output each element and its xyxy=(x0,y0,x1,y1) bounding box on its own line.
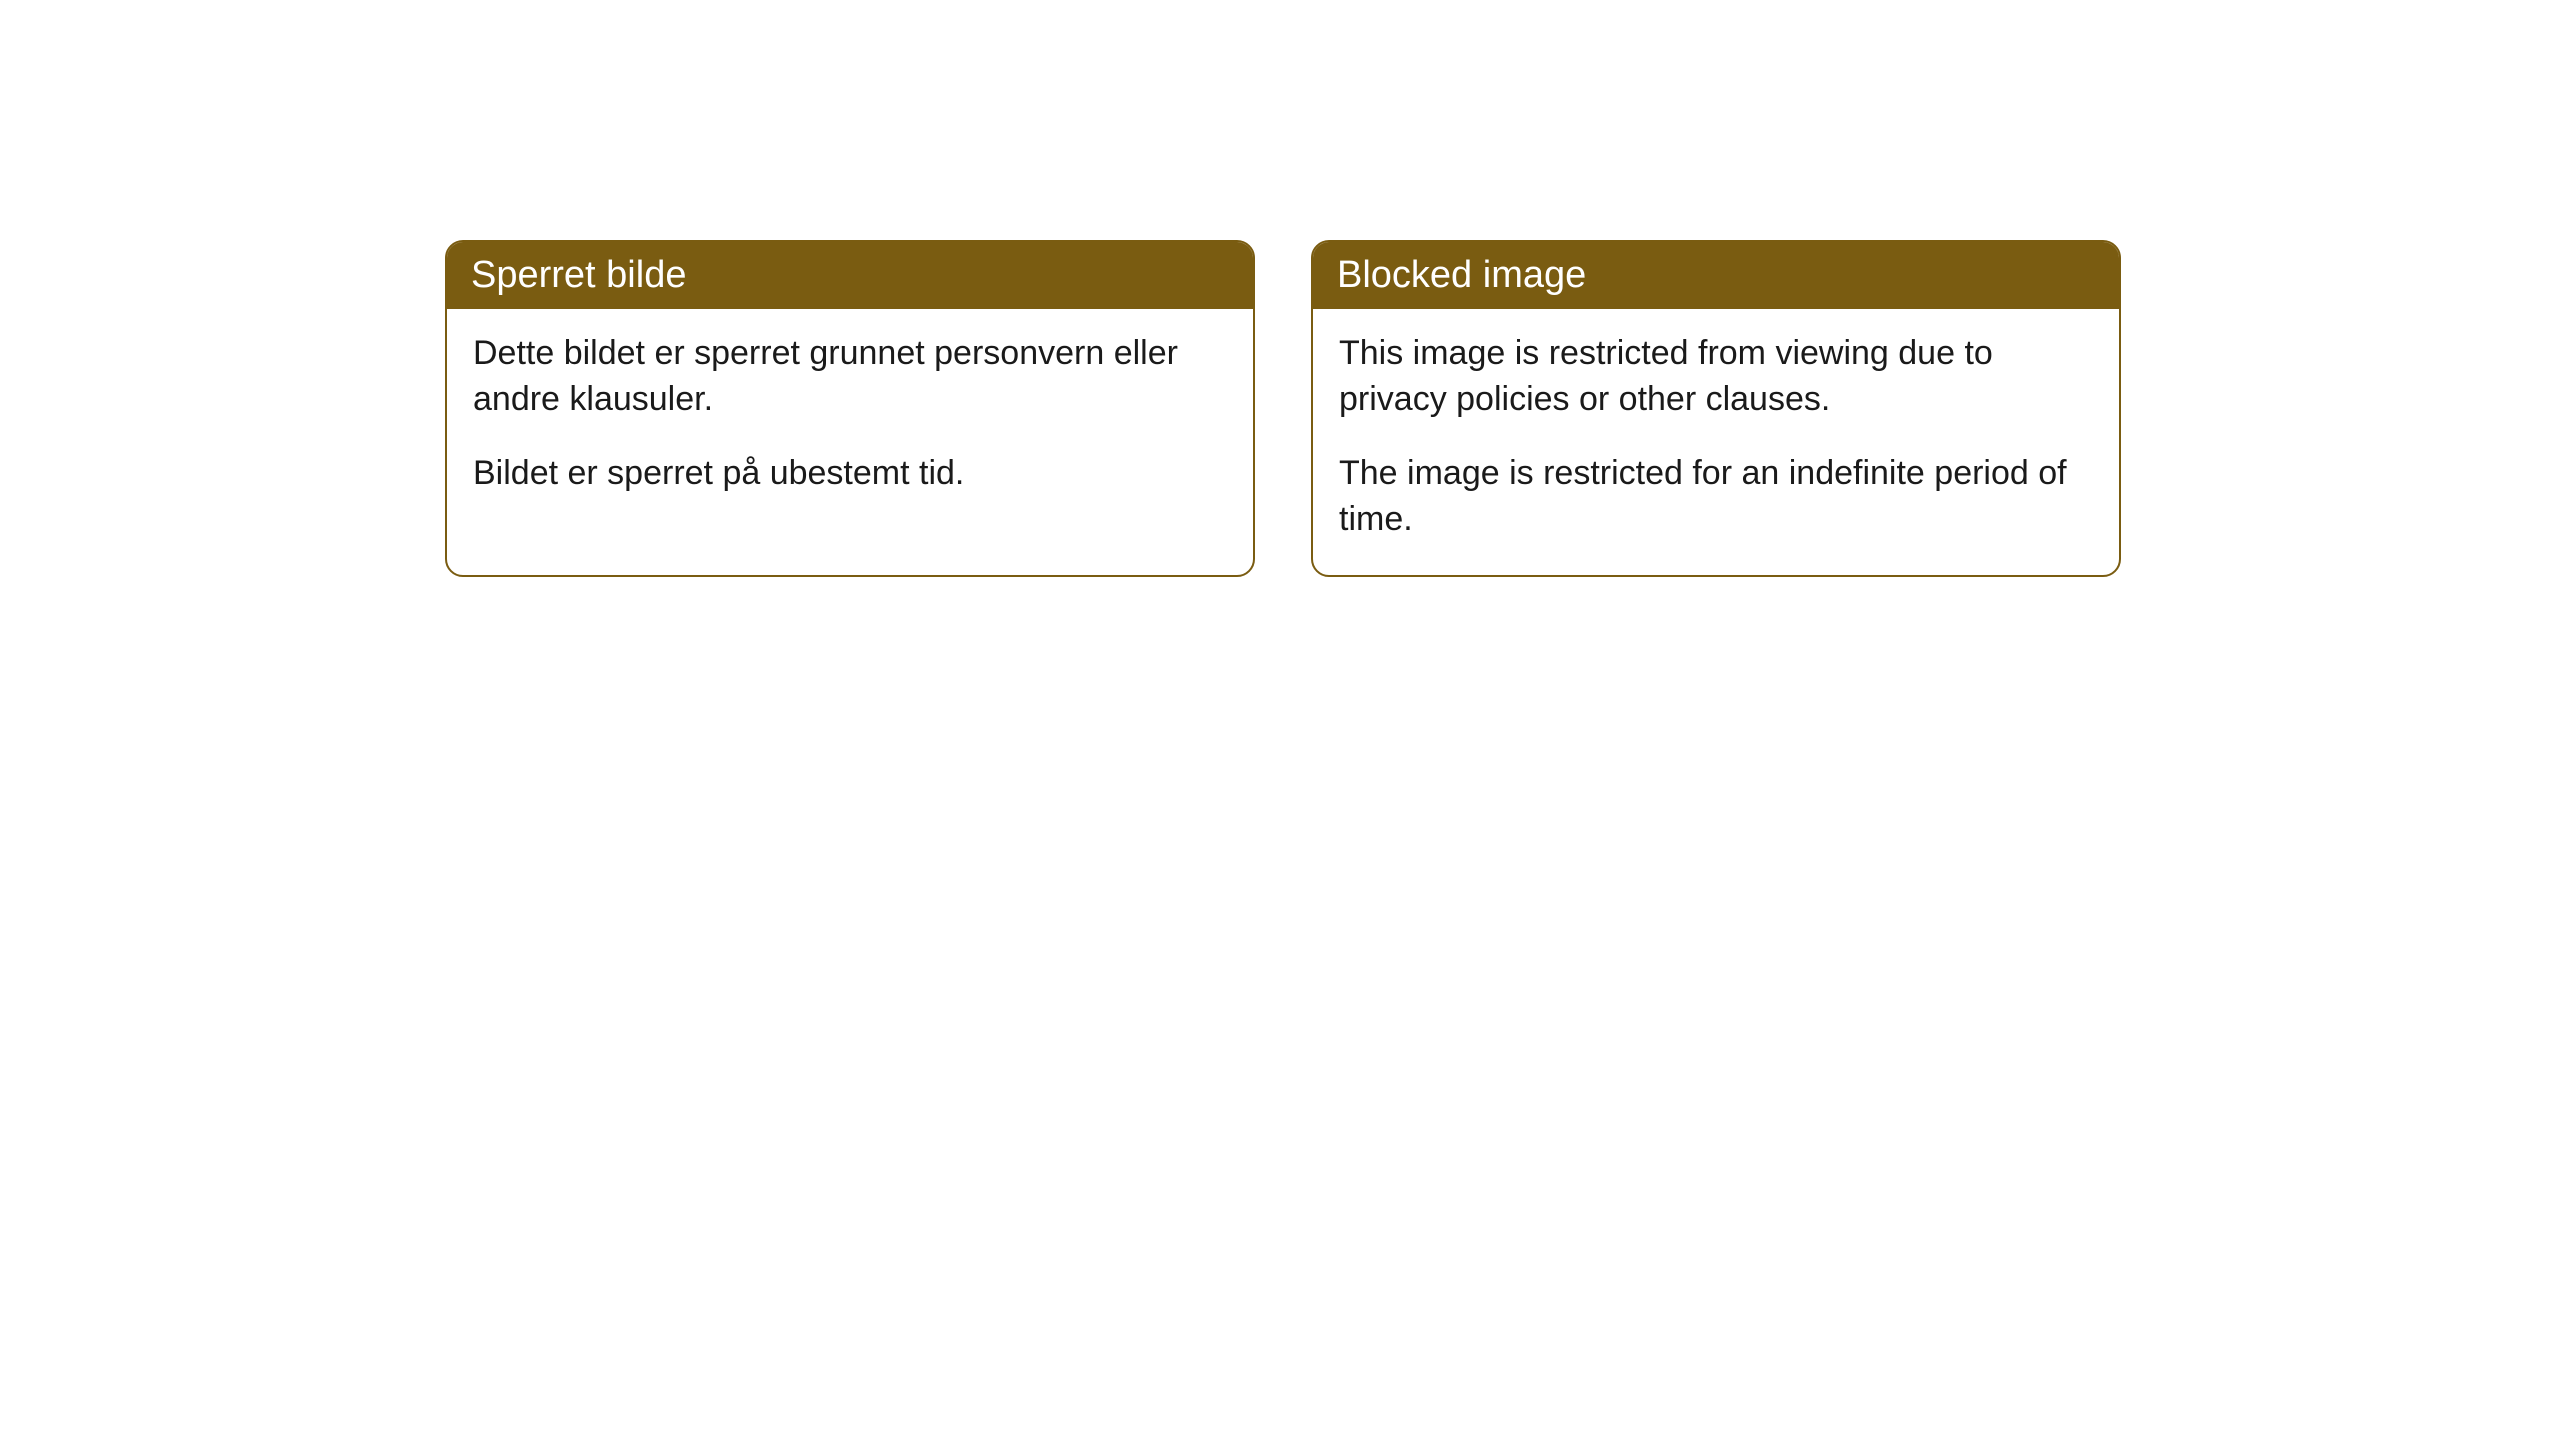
card-body: This image is restricted from viewing du… xyxy=(1313,309,2119,575)
notice-card-norwegian: Sperret bilde Dette bildet er sperret gr… xyxy=(445,240,1255,577)
card-title: Blocked image xyxy=(1337,254,1586,296)
notice-container: Sperret bilde Dette bildet er sperret gr… xyxy=(445,240,2121,577)
card-header: Blocked image xyxy=(1313,242,2119,309)
card-body: Dette bildet er sperret grunnet personve… xyxy=(447,309,1253,529)
card-paragraph: This image is restricted from viewing du… xyxy=(1339,331,2093,423)
notice-card-english: Blocked image This image is restricted f… xyxy=(1311,240,2121,577)
card-paragraph: The image is restricted for an indefinit… xyxy=(1339,451,2093,543)
card-paragraph: Dette bildet er sperret grunnet personve… xyxy=(473,331,1227,423)
card-title: Sperret bilde xyxy=(471,254,686,296)
card-paragraph: Bildet er sperret på ubestemt tid. xyxy=(473,451,1227,497)
card-header: Sperret bilde xyxy=(447,242,1253,309)
